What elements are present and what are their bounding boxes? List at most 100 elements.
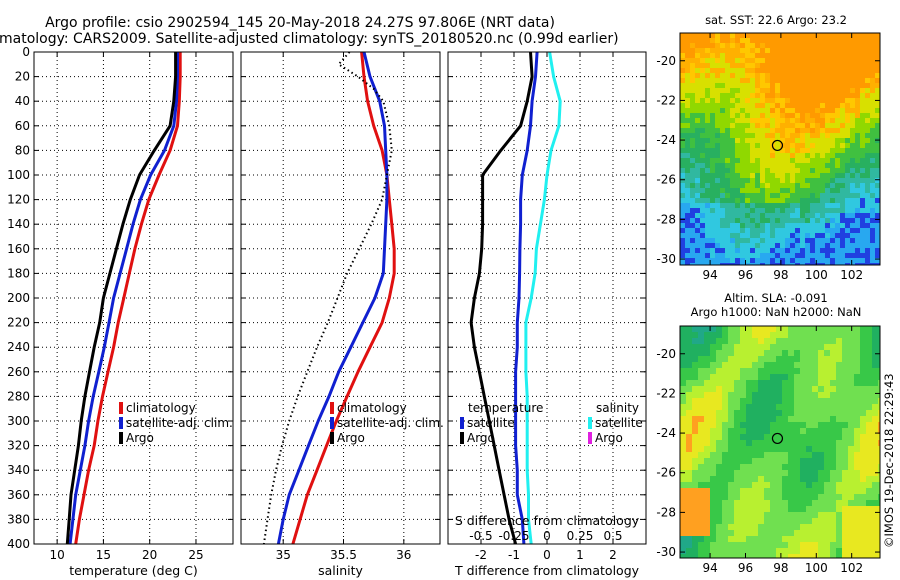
map-cell — [710, 168, 715, 173]
map-cell — [680, 193, 685, 198]
map-cell — [790, 88, 795, 93]
map-cell — [716, 428, 722, 434]
map-cell — [764, 518, 770, 524]
map-cell — [685, 223, 690, 228]
map-cell — [745, 43, 750, 48]
map-cell — [780, 168, 785, 173]
map-cell — [730, 33, 735, 38]
map-cell — [690, 198, 695, 203]
map-cell — [710, 133, 715, 138]
map-cell — [764, 350, 770, 356]
map-cell — [824, 476, 830, 482]
map-cell — [735, 88, 740, 93]
map-cell — [800, 188, 805, 193]
map-cell — [800, 464, 806, 470]
map-cell — [840, 238, 845, 243]
map-cell — [764, 434, 770, 440]
map-cell — [710, 428, 716, 434]
map-cell — [860, 108, 865, 113]
map-cell — [716, 494, 722, 500]
map-cell — [845, 248, 850, 253]
map-cell — [728, 410, 734, 416]
map-cell — [722, 536, 728, 542]
map-cell — [805, 263, 810, 265]
map-cell — [765, 138, 770, 143]
map-cell — [775, 73, 780, 78]
map-cell — [752, 380, 758, 386]
map-cell — [835, 248, 840, 253]
map-cell — [860, 554, 866, 558]
map-cell — [750, 243, 755, 248]
map-cell — [805, 223, 810, 228]
map-cell — [700, 148, 705, 153]
map-cell — [710, 158, 715, 163]
map-cell — [730, 123, 735, 128]
map-cell — [848, 410, 854, 416]
map-cell — [806, 428, 812, 434]
map-cell — [830, 53, 835, 58]
map-cell — [835, 243, 840, 248]
map-cell — [770, 108, 775, 113]
map-cell — [740, 416, 746, 422]
map-cell — [794, 542, 800, 548]
map-cell — [830, 233, 835, 238]
map-cell — [770, 392, 776, 398]
map-cell — [854, 542, 860, 548]
map-cell — [800, 68, 805, 73]
map-cell — [800, 223, 805, 228]
map-cell — [745, 58, 750, 63]
map-cell — [770, 404, 776, 410]
map-cell — [710, 198, 715, 203]
map-cell — [760, 143, 765, 148]
map-cell — [710, 83, 715, 88]
map-cell — [746, 416, 752, 422]
map-cell — [870, 168, 875, 173]
map-cell — [715, 88, 720, 93]
map-cell — [855, 133, 860, 138]
map-cell — [710, 500, 716, 506]
map-cell — [735, 58, 740, 63]
map-cell — [710, 193, 715, 198]
map-cell — [740, 143, 745, 148]
map-cell — [680, 536, 686, 542]
map-cell — [795, 218, 800, 223]
map-cell — [750, 253, 755, 258]
map-cell — [848, 386, 854, 392]
map-cell — [835, 198, 840, 203]
map-cell — [860, 88, 865, 93]
map-cell — [758, 494, 764, 500]
map-cell — [700, 198, 705, 203]
map-cell — [810, 208, 815, 213]
map-cell — [750, 93, 755, 98]
map-cell — [806, 380, 812, 386]
map-cell — [770, 33, 775, 38]
map-cell — [836, 506, 842, 512]
map-cell — [740, 253, 745, 258]
map-cell — [745, 243, 750, 248]
map-cell — [740, 228, 745, 233]
map-cell — [740, 386, 746, 392]
map-cell — [782, 512, 788, 518]
map-cell — [710, 223, 715, 228]
map-cell — [865, 138, 870, 143]
map-cell — [770, 68, 775, 73]
map-cell — [746, 374, 752, 380]
s-tick-label: -0.25 — [498, 529, 529, 543]
map-cell — [790, 223, 795, 228]
map-cell — [825, 88, 830, 93]
map-cell — [765, 153, 770, 158]
map-cell — [734, 422, 740, 428]
map-cell — [860, 248, 865, 253]
map-cell — [680, 464, 686, 470]
map-cell — [730, 163, 735, 168]
map-cell — [755, 263, 760, 265]
map-cell — [764, 380, 770, 386]
map-cell — [740, 258, 745, 263]
map-cell — [830, 476, 836, 482]
map-cell — [728, 536, 734, 542]
map-cell — [810, 63, 815, 68]
map-cell — [794, 392, 800, 398]
map-cell — [740, 138, 745, 143]
map-cell — [795, 173, 800, 178]
map-cell — [848, 446, 854, 452]
